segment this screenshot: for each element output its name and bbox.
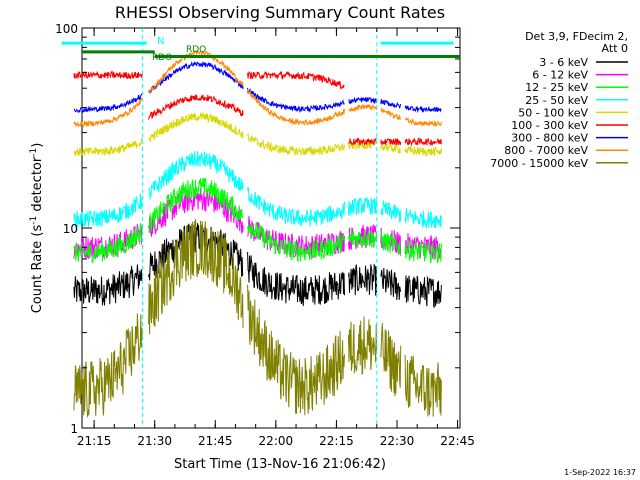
x-tick-label: 22:30 (380, 434, 415, 448)
series-line-100to300kev (73, 70, 143, 80)
rdo-flag-label-1: RDO (152, 53, 172, 63)
series-line-7000to15000kev (148, 218, 244, 335)
generation-timestamp: 1-Sep-2022 16:37 (564, 468, 636, 477)
y-tick-label: 100 (55, 22, 78, 36)
x-tick-label: 22:15 (319, 434, 354, 448)
x-tick-label: 21:45 (198, 434, 233, 448)
series-line-800to7000kev (148, 49, 244, 93)
series-line-25to50kev (73, 193, 143, 231)
series-line-300to800kev (247, 87, 345, 114)
series-line-800to7000kev (380, 107, 402, 121)
series-line-800to7000kev (247, 89, 345, 127)
legend-entry-label: 25 - 50 keV (525, 94, 588, 107)
series-line-12to25kev (404, 239, 442, 264)
series-line-25to50kev (247, 187, 345, 228)
x-tick-label: 21:30 (137, 434, 172, 448)
series-line-25to50kev (404, 208, 442, 230)
series-line-25to50kev (148, 150, 244, 200)
series-layer (73, 49, 442, 419)
series-line-100to300kev (380, 138, 402, 146)
series-line-300to800kev (148, 60, 244, 94)
series-line-100to300kev (348, 137, 377, 146)
series-line-12to25kev (348, 228, 378, 249)
legend-entry-label: 50 - 100 keV (518, 106, 588, 119)
legend-header-line1: Det 3,9, FDecim 2, (525, 30, 628, 43)
series-line-7000to15000kev (380, 322, 402, 397)
legend-entry-label: 12 - 25 keV (525, 81, 588, 94)
series-line-800to7000kev (73, 97, 143, 128)
series-line-3to6kev (247, 251, 345, 306)
series-line-50to100kev (148, 111, 244, 143)
series-line-7000to15000kev (247, 284, 345, 416)
y-tick-label: 10 (63, 222, 78, 236)
night-flag-label: N (157, 36, 164, 47)
series-line-100to300kev (247, 70, 345, 90)
series-line-50to100kev (247, 133, 345, 156)
series-line-12to25kev (247, 221, 345, 263)
rdo-flag-label-2: RDO (186, 45, 206, 55)
series-line-3to6kev (404, 275, 442, 308)
series-line-800to7000kev (348, 104, 378, 112)
legend-header-line2: Att 0 (602, 42, 628, 55)
legend-entry-label: 3 - 6 keV (539, 56, 588, 69)
series-line-50to100kev (73, 137, 143, 157)
series-line-50to100kev (404, 144, 442, 157)
series-line-300to800kev (348, 96, 378, 105)
x-axis-label: Start Time (13-Nov-16 21:06:42) (174, 457, 386, 472)
chart-title: RHESSI Observing Summary Count Rates (115, 3, 445, 22)
series-line-3to6kev (73, 264, 143, 306)
series-line-50to100kev (380, 142, 402, 155)
series-line-12to25kev (380, 230, 402, 257)
series-line-300to800kev (404, 105, 442, 114)
series-line-25to50kev (348, 196, 378, 217)
tick-layer: 21:15 21:30 21:45 22:00 22:15 22:30 22:45 1 10 10… (55, 22, 475, 448)
series-line-3to6kev (380, 267, 402, 301)
y-tick-label: 1 (70, 422, 78, 436)
series-line-12to25kev (148, 177, 244, 233)
legend-entry-label: 6 - 12 keV (532, 69, 588, 82)
series-line-100to300kev (404, 137, 442, 147)
x-tick-label: 21:15 (77, 434, 112, 448)
flag-layer (61, 28, 460, 428)
series-line-25to50kev (380, 200, 402, 223)
series-line-100to300kev (148, 94, 244, 120)
legend-entry-label: 100 - 300 keV (511, 119, 588, 132)
x-tick-label: 22:45 (440, 434, 475, 448)
legend-entry-label: 300 - 800 keV (511, 132, 588, 145)
series-line-12to25kev (73, 222, 143, 264)
series-line-3to6kev (348, 263, 378, 296)
series-line-7000to15000kev (73, 313, 143, 419)
legend-entry-label: 800 - 7000 keV (504, 144, 588, 157)
series-line-300to800kev (380, 99, 402, 109)
series-line-300to800kev (73, 93, 143, 114)
x-tick-label: 22:00 (259, 434, 294, 448)
legend-entry-label: 7000 - 15000 keV (490, 157, 588, 170)
series-line-7000to15000kev (348, 316, 378, 376)
series-line-7000to15000kev (404, 354, 442, 417)
y-axis-label: Count Rate (s-1 detector-1) (29, 143, 45, 314)
series-line-800to7000kev (405, 117, 442, 128)
